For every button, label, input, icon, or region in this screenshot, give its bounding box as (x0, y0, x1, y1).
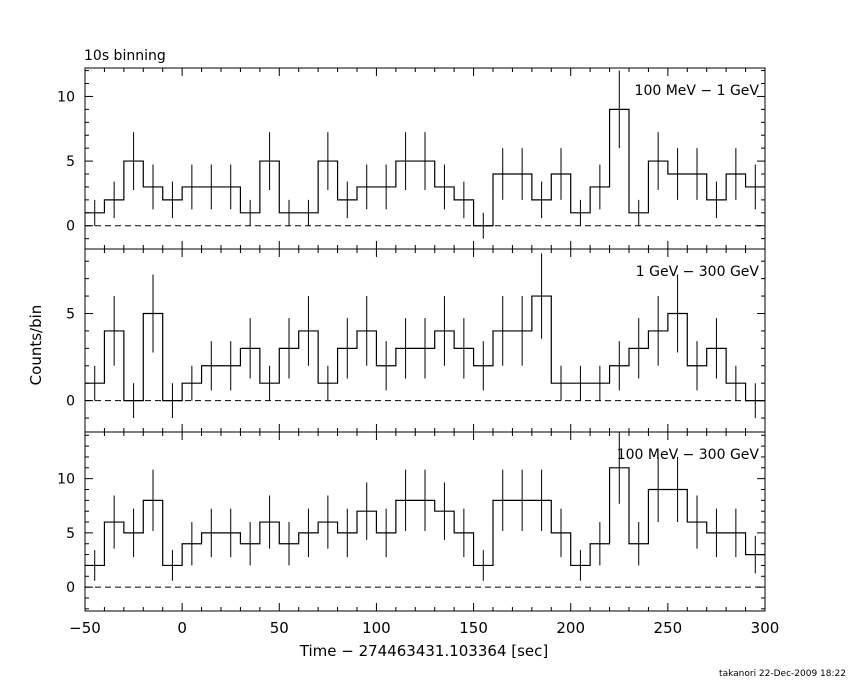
panel-2: 0 5 1 GeV − 300 GeV (66, 248, 766, 433)
y-tick-label: 0 (66, 219, 75, 235)
panel-3: 0 5 10 100 MeV − 300 GeV (57, 431, 766, 612)
y-tick-label: 5 (66, 154, 75, 170)
x-tick-label: 200 (556, 619, 585, 637)
x-axis-label: Time − 274463431.103364 [sec] (299, 642, 549, 660)
x-tick-label: 100 (362, 619, 391, 637)
x-tick-label: 50 (270, 619, 289, 637)
panel-1: 0 5 10 100 MeV − 1 GeV (57, 67, 766, 250)
binning-title: 10s binning (84, 48, 166, 64)
y-tick-label: 5 (66, 526, 75, 542)
count-histogram (85, 295, 765, 402)
panels-group: 0 5 10 100 MeV − 1 GeV 0 5 1 GeV − 300 GeV 0 5 10… (57, 67, 780, 637)
y-tick-label: 0 (66, 394, 75, 410)
y-tick-label: 5 (66, 306, 75, 322)
x-tick-label: 150 (459, 619, 488, 637)
y-tick-label: 10 (57, 89, 75, 105)
panel-frame (84, 431, 766, 612)
x-tick-label: 300 (751, 619, 780, 637)
footer-credit: takanori 22-Dec-2009 18:22 (719, 669, 846, 679)
count-histogram (85, 108, 765, 227)
band-label: 100 MeV − 1 GeV (635, 83, 760, 99)
x-tick-label: 250 (654, 619, 683, 637)
band-label: 100 MeV − 300 GeV (617, 447, 760, 463)
x-tick-label: 0 (177, 619, 187, 637)
y-tick-label: 0 (66, 580, 75, 596)
x-tick-label: −50 (69, 619, 101, 637)
y-tick-label: 10 (57, 472, 75, 488)
y-axis-label: Counts/bin (27, 305, 45, 386)
band-label: 1 GeV − 300 GeV (636, 264, 760, 280)
